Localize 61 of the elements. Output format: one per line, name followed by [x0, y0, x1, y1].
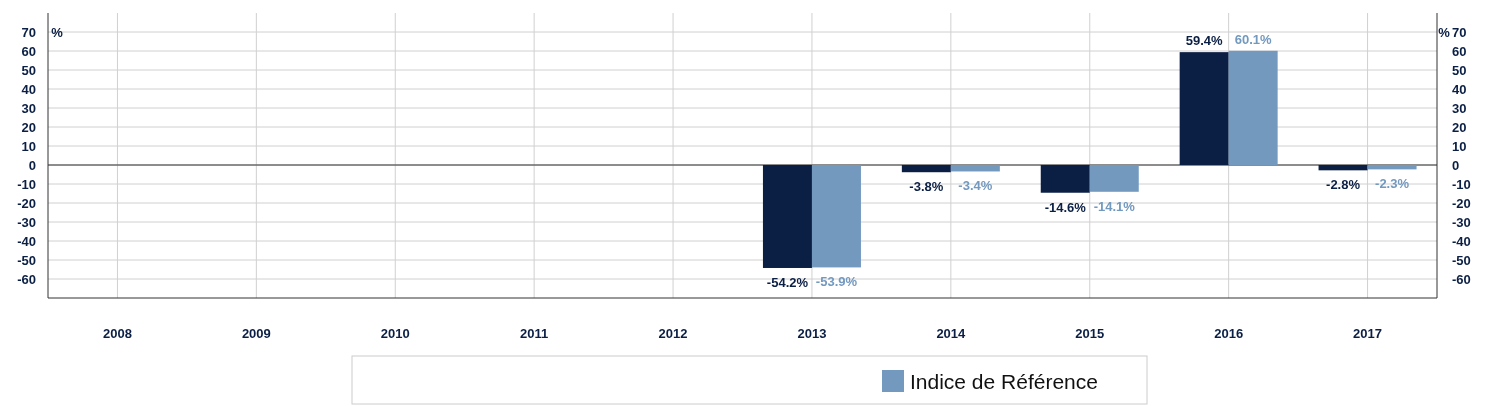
y-tick-label: 30 [21, 101, 36, 116]
data-label: 59.4% [1185, 33, 1224, 49]
x-tick-label: 2012 [658, 326, 688, 341]
bar [1228, 50, 1278, 165]
data-label: -2.8% [1326, 177, 1361, 193]
y2-tick-label: 70 [1452, 25, 1467, 40]
y-tick-label: 40 [21, 82, 36, 97]
y2-tick-label: -40 [1452, 234, 1471, 249]
y-tick-label: -60 [17, 272, 36, 287]
bar [901, 165, 951, 173]
y2-tick-label: -30 [1452, 215, 1471, 230]
y-tick-label: 60 [21, 44, 36, 59]
y-tick-label: -40 [17, 234, 36, 249]
y2-tick-label: -10 [1452, 177, 1471, 192]
data-label: -3.4% [958, 178, 993, 194]
data-label: -53.9% [815, 274, 858, 290]
y2-tick-label: 20 [1452, 120, 1467, 135]
y-tick-label: 20 [21, 120, 36, 135]
data-label: -2.3% [1375, 176, 1410, 192]
y-tick-label: 10 [21, 139, 36, 154]
data-label: -14.6% [1044, 199, 1087, 215]
data-label: 60.1% [1234, 31, 1273, 47]
bar [811, 165, 861, 268]
bar [1318, 165, 1368, 171]
y-tick-label: 70 [21, 25, 36, 40]
data-label: -54.2% [766, 274, 809, 290]
bar [950, 165, 1000, 172]
y2-tick-label: 0 [1452, 158, 1460, 173]
y-tick-label: -30 [17, 215, 36, 230]
y2-tick-label: 50 [1452, 63, 1467, 78]
x-tick-label: 2013 [797, 326, 827, 341]
y-axis-title: % [51, 25, 64, 40]
x-tick-label: 2009 [241, 326, 271, 341]
y2-tick-label: 10 [1452, 139, 1467, 154]
y2-tick-label: 60 [1452, 44, 1467, 59]
x-tick-label: 2011 [520, 326, 549, 341]
bar [1089, 165, 1139, 192]
y-tick-label: 0 [28, 158, 36, 173]
y2-tick-label: -60 [1452, 272, 1471, 287]
y-tick-label: -50 [17, 253, 36, 268]
bar [1179, 52, 1229, 165]
x-tick-label: 2017 [1353, 326, 1383, 341]
y-tick-label: -20 [17, 196, 36, 211]
x-tick-label: 2014 [936, 326, 967, 341]
y2-tick-label: 40 [1452, 82, 1467, 97]
data-label: -3.8% [909, 179, 944, 195]
x-tick-label: 2010 [380, 326, 410, 341]
bar [1367, 165, 1417, 170]
bar [1040, 165, 1090, 193]
x-tick-label: 2016 [1214, 326, 1244, 341]
y2-axis-title: % [1438, 25, 1451, 40]
y2-tick-label: 30 [1452, 101, 1467, 116]
y2-tick-label: -50 [1452, 253, 1471, 268]
y-tick-label: -10 [17, 177, 36, 192]
y2-tick-label: -20 [1452, 196, 1471, 211]
y-tick-label: 50 [21, 63, 36, 78]
x-tick-label: 2008 [102, 326, 132, 341]
x-tick-label: 2015 [1075, 326, 1105, 341]
legend-label: Indice de Référence [910, 370, 1098, 393]
bar [762, 165, 812, 268]
data-label: -14.1% [1093, 198, 1136, 214]
